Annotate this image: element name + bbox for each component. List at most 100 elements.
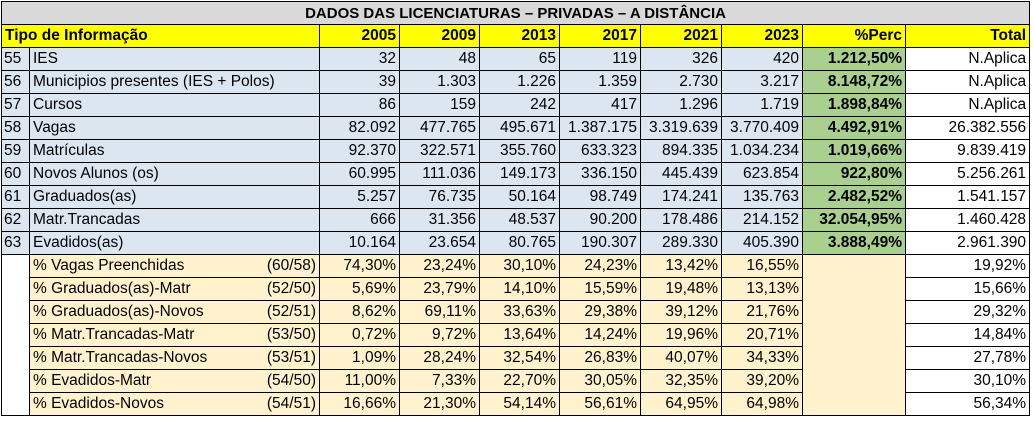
ratio-value: 23,24% — [399, 254, 480, 278]
row-value: 23.654 — [399, 231, 480, 255]
ratio-label-cell: % Evadidos-Matr (54/50) — [29, 369, 320, 393]
row-total: N.Aplica — [904, 47, 1031, 71]
row-perc: 1.212,50% — [802, 47, 906, 71]
ratio-label: % Evadidos-Novos — [33, 395, 164, 412]
row-value: 178.486 — [640, 208, 722, 232]
row-value: 5.257 — [319, 185, 400, 209]
ratio-perc-blank — [802, 300, 906, 324]
table-row: 59 Matrículas 92.370 322.571 355.760 633.323 8… — [1, 139, 1031, 163]
row-value: 3.319.639 — [640, 116, 722, 140]
ratio-value: 28,24% — [399, 346, 480, 370]
ratio-index-blank — [1, 300, 30, 324]
row-perc: 4.492,91% — [802, 116, 906, 140]
ratio-value: 40,07% — [640, 346, 722, 370]
row-label: Matrículas — [29, 139, 320, 163]
ratio-total: 19,92% — [904, 254, 1031, 278]
row-value: 633.323 — [559, 139, 641, 163]
table-row: 58 Vagas 82.092 477.765 495.671 1.387.175 3.31… — [1, 116, 1031, 140]
row-value: 417 — [559, 93, 641, 117]
ratio-row: % Graduados(as)-Novos (52/51) 8,62% 69,11% 3… — [1, 300, 1031, 324]
ratio-value: 14,10% — [479, 277, 560, 301]
ratio-value: 8,62% — [319, 300, 400, 324]
row-label: Vagas — [29, 116, 320, 140]
row-value: 477.765 — [399, 116, 480, 140]
row-value: 149.173 — [479, 162, 560, 186]
ratio-value: 14,24% — [559, 323, 641, 347]
row-label: Evadidos(as) — [29, 231, 320, 255]
row-label: Cursos — [29, 93, 320, 117]
row-value: 3.770.409 — [721, 116, 803, 140]
ratio-label: % Graduados(as)-Novos — [33, 303, 204, 320]
ratio-value: 69,11% — [399, 300, 480, 324]
row-value: 10.164 — [319, 231, 400, 255]
ratio-perc-blank — [802, 277, 906, 301]
row-index: 55 — [1, 47, 30, 71]
ratio-value: 20,71% — [721, 323, 803, 347]
row-value: 190.307 — [559, 231, 641, 255]
row-perc: 1.898,84% — [802, 93, 906, 117]
ratio-value: 19,96% — [640, 323, 722, 347]
header-perc: %Perc — [802, 24, 906, 48]
ratio-value: 64,95% — [640, 392, 722, 416]
row-perc: 32.054,95% — [802, 208, 906, 232]
ratio-row: % Evadidos-Novos (54/51) 16,66% 21,30% 54,14… — [1, 392, 1031, 416]
ratio-label-wrap: % Graduados(as)-Novos (52/51) — [33, 303, 316, 321]
row-value: 3.217 — [721, 70, 803, 94]
ratio-value: 64,98% — [721, 392, 803, 416]
ratio-ref: (54/51) — [266, 395, 316, 412]
ratio-label: % Matr.Trancadas-Novos — [33, 349, 208, 366]
ratio-value: 74,30% — [319, 254, 400, 278]
ratio-value: 13,13% — [721, 277, 803, 301]
header-year: 2009 — [399, 24, 480, 48]
ratio-value: 21,30% — [399, 392, 480, 416]
ratio-ref: (60/58) — [266, 257, 316, 274]
ratio-ref: (54/50) — [266, 372, 316, 389]
ratio-value: 13,64% — [479, 323, 560, 347]
row-perc: 1.019,66% — [802, 139, 906, 163]
header-label: Tipo de Informação — [1, 24, 320, 48]
ratio-label-wrap: % Matr.Trancadas-Novos (53/51) — [33, 349, 316, 367]
ratio-total: 29,32% — [904, 300, 1031, 324]
row-value: 32 — [319, 47, 400, 71]
ratio-value: 5,69% — [319, 277, 400, 301]
ratio-index-blank — [1, 277, 30, 301]
row-value: 39 — [319, 70, 400, 94]
row-value: 666 — [319, 208, 400, 232]
ratio-value: 39,20% — [721, 369, 803, 393]
ratio-value: 23,79% — [399, 277, 480, 301]
row-total: 9.839.419 — [904, 139, 1031, 163]
ratio-total: 14,84% — [904, 323, 1031, 347]
ratio-label-wrap: % Vagas Preenchidas (60/58) — [33, 257, 316, 275]
row-index: 57 — [1, 93, 30, 117]
row-value: 326 — [640, 47, 722, 71]
header-year: 2013 — [479, 24, 560, 48]
ratio-row: % Matr.Trancadas-Matr (53/50) 0,72% 9,72% 13… — [1, 323, 1031, 347]
header-row: Tipo de Informação 2005 2009 2013 2017 2… — [1, 24, 1031, 48]
ratio-ref: (53/51) — [266, 349, 316, 366]
row-value: 1.359 — [559, 70, 641, 94]
row-value: 48 — [399, 47, 480, 71]
header-total: Total — [904, 24, 1031, 48]
ratio-label: % Graduados(as)-Matr — [33, 280, 191, 297]
row-index: 59 — [1, 139, 30, 163]
row-index: 62 — [1, 208, 30, 232]
row-value: 289.330 — [640, 231, 722, 255]
row-value: 420 — [721, 47, 803, 71]
row-value: 242 — [479, 93, 560, 117]
ratio-total: 15,66% — [904, 277, 1031, 301]
row-value: 894.335 — [640, 139, 722, 163]
row-index: 56 — [1, 70, 30, 94]
row-index: 60 — [1, 162, 30, 186]
ratio-value: 24,23% — [559, 254, 641, 278]
ratio-index-blank — [1, 369, 30, 393]
ratio-value: 22,70% — [479, 369, 560, 393]
row-value: 405.390 — [721, 231, 803, 255]
row-value: 214.152 — [721, 208, 803, 232]
row-value: 2.730 — [640, 70, 722, 94]
ratio-value: 13,42% — [640, 254, 722, 278]
ratio-label-cell: % Vagas Preenchidas (60/58) — [29, 254, 320, 278]
ratio-label-wrap: % Evadidos-Matr (54/50) — [33, 372, 316, 390]
header-year: 2021 — [640, 24, 722, 48]
ratio-label-wrap: % Matr.Trancadas-Matr (53/50) — [33, 326, 316, 344]
ratio-label-cell: % Matr.Trancadas-Novos (53/51) — [29, 346, 320, 370]
